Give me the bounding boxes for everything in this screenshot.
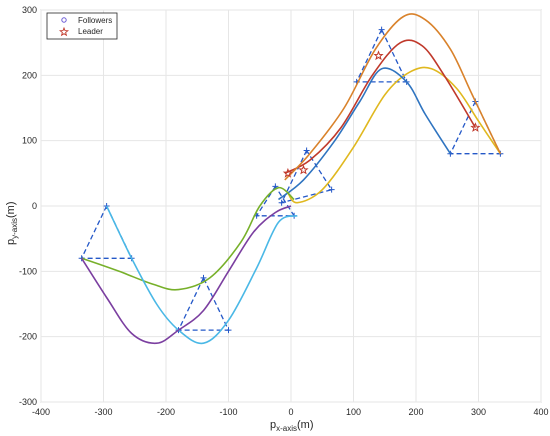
formation-triangle bbox=[255, 185, 296, 217]
y-axis-label-main: p bbox=[5, 239, 17, 245]
x-tick-label: 200 bbox=[408, 407, 423, 417]
legend-followers-label: Followers bbox=[78, 16, 112, 25]
grid-lines bbox=[40, 9, 542, 403]
x-tick-label: -100 bbox=[219, 407, 237, 417]
follower-position-marker bbox=[225, 327, 232, 334]
follower-position-marker bbox=[497, 150, 504, 157]
x-axis-label: px-axis(m) bbox=[270, 419, 314, 433]
series-lines bbox=[80, 13, 502, 345]
x-axis-label-unit: (m) bbox=[297, 419, 314, 431]
y-tick-label: -200 bbox=[19, 332, 37, 342]
legend-box bbox=[46, 12, 118, 40]
legend-leader-label: Leader bbox=[78, 27, 103, 36]
trajectory-line bbox=[81, 186, 295, 291]
trajectory-line bbox=[284, 39, 477, 175]
leader-star-marker bbox=[298, 164, 309, 175]
x-tick-label: -200 bbox=[157, 407, 175, 417]
follower-position-marker bbox=[303, 147, 310, 154]
formation-triangle bbox=[355, 28, 408, 83]
x-tick-label: 0 bbox=[288, 407, 293, 417]
legend-followers-marker bbox=[61, 17, 67, 23]
x-tick-label: 100 bbox=[346, 407, 361, 417]
tick-labels: -400 -300 -200 -100 0 100 200 300 400-300-200-10… bbox=[19, 5, 549, 417]
leader-star-marker bbox=[373, 50, 384, 61]
follower-position-marker bbox=[200, 274, 207, 281]
legend-leader-star-icon bbox=[58, 26, 70, 37]
x-axis-label-main: p bbox=[270, 419, 276, 431]
y-tick-label: 200 bbox=[22, 70, 37, 80]
x-tick-label: -400 bbox=[32, 407, 50, 417]
y-tick-label: 300 bbox=[22, 5, 37, 15]
y-tick-label: 0 bbox=[32, 201, 37, 211]
follower-position-marker bbox=[328, 186, 335, 193]
x-tick-label: -300 bbox=[94, 407, 112, 417]
y-axis-label-unit: (m) bbox=[5, 201, 17, 218]
leader-markers bbox=[282, 50, 481, 178]
y-axis-label-sub: y-axis bbox=[10, 218, 19, 239]
y-tick-label: -100 bbox=[19, 266, 37, 276]
y-axis-label: py-axis(m) bbox=[5, 201, 19, 245]
formation-triangle bbox=[280, 149, 333, 204]
follower-position-marker bbox=[447, 150, 454, 157]
trajectory-line bbox=[287, 66, 502, 204]
trajectory-line bbox=[80, 205, 292, 345]
leader-star-marker bbox=[282, 167, 294, 178]
leader-star-marker bbox=[470, 122, 481, 132]
legend: Followers Leader bbox=[46, 12, 118, 40]
x-tick-label: 400 bbox=[533, 407, 548, 417]
formation-triangle bbox=[177, 276, 230, 331]
trajectory-line bbox=[284, 13, 502, 181]
trajectory-line bbox=[278, 67, 452, 201]
x-axis-label-sub: x-axis bbox=[276, 424, 297, 433]
follower-position-marker bbox=[378, 26, 385, 33]
x-tick-label: 300 bbox=[471, 407, 486, 417]
trajectory-line bbox=[105, 205, 298, 345]
y-tick-label: -300 bbox=[19, 397, 37, 407]
follower-position-marker bbox=[278, 199, 285, 206]
y-tick-label: 100 bbox=[22, 136, 37, 146]
